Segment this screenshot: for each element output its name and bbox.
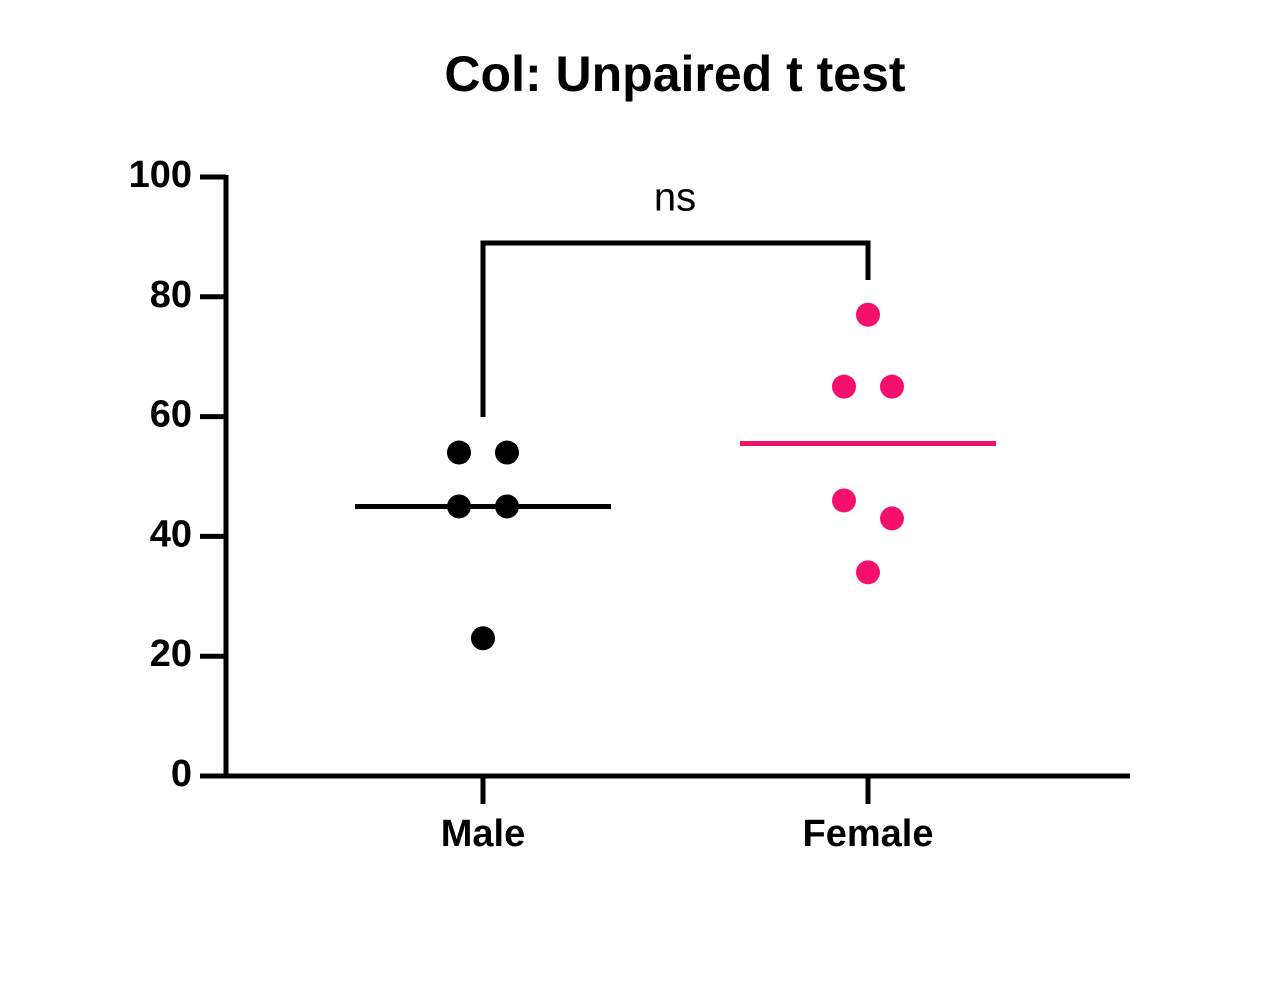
- y-tick-label: 80: [150, 274, 192, 316]
- data-point: [880, 374, 904, 399]
- data-point: [471, 626, 495, 651]
- data-point: [495, 440, 519, 465]
- y-tick-label: 100: [129, 154, 192, 196]
- data-point: [447, 440, 471, 465]
- y-tick-label: 20: [150, 633, 192, 675]
- data-point: [495, 494, 519, 519]
- data-point: [856, 302, 880, 327]
- chart-title: Col: Unpaired t test: [444, 46, 905, 102]
- data-point: [856, 560, 880, 585]
- significance-label: ns: [654, 176, 696, 220]
- x-tick-label: Male: [441, 813, 525, 855]
- y-tick-label: 60: [150, 394, 192, 436]
- data-point: [447, 494, 471, 519]
- data-point: [832, 488, 856, 513]
- y-tick-label: 0: [171, 753, 192, 795]
- significance-bracket: [480, 240, 871, 417]
- x-tick-label: Female: [803, 813, 934, 855]
- y-tick-label: 40: [150, 513, 192, 555]
- data-point: [832, 374, 856, 399]
- data-point: [880, 506, 904, 531]
